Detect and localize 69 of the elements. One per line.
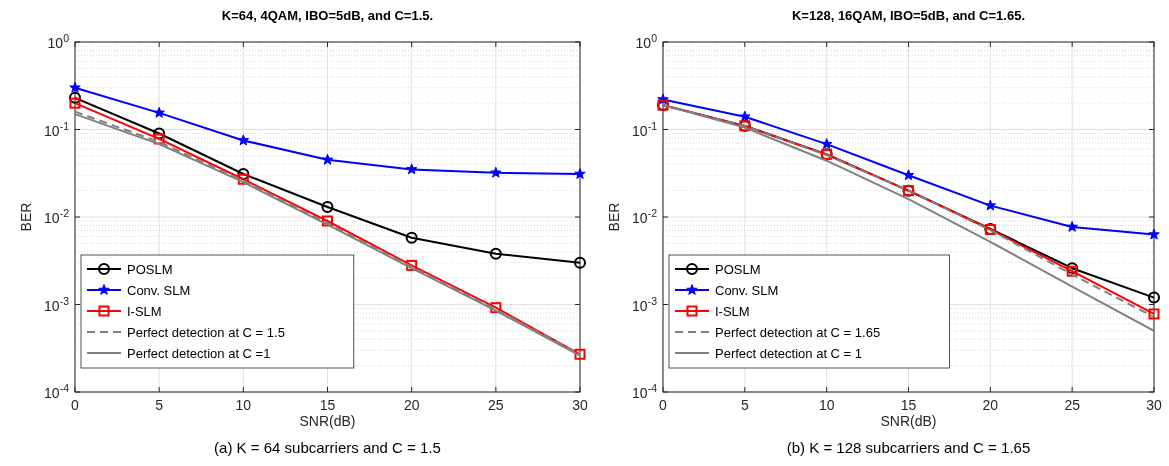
point [1148,228,1160,240]
y-tick-label: 10$^{-1}$ [44,119,70,139]
point [237,168,250,181]
legend-label: Perfect detection at C = 1.5 [127,325,285,340]
point [1066,220,1078,232]
legend-label: I-SLM [715,304,750,319]
x-tick-label: 5 [740,397,749,413]
x-axis-title: SNR(dB) [880,413,937,429]
y-tick-label: 10$^{0}$ [635,32,658,51]
y-tick-label: 10$^{-1}$ [632,119,658,139]
legend-label: Perfect detection at C = 1 [715,346,863,361]
point [69,97,81,109]
point [69,81,81,93]
y-tick-label: 10$^{-2}$ [44,207,70,226]
point [1148,291,1160,304]
point [153,106,165,118]
chart-title: K=64, 4QAM, IBO=5dB, and C=1.5. [221,8,434,23]
point [739,110,751,122]
x-tick-label: 5 [155,397,164,413]
x-tick-label: 30 [572,397,588,413]
y-tick-label: 10$^{-3}$ [632,294,658,314]
point [1148,308,1160,320]
text: (a) K = 64 subcarriers and C = 1.5 [214,439,441,456]
legend-label: Perfect detection at C =1 [127,346,271,361]
point [321,153,334,165]
y-axis-title: BER [606,202,622,232]
point [984,199,997,211]
point [489,247,502,260]
x-tick-label: 15 [900,397,917,413]
point [490,302,502,314]
point [405,163,418,175]
x-tick-label: 30 [1146,397,1162,413]
point [322,215,333,227]
x-axis-title: SNR(dB) [299,413,356,429]
point [153,127,166,140]
legend-label: Conv. SLM [715,283,779,298]
point [902,169,915,181]
x-tick-label: 15 [319,397,336,413]
legend-label: Perfect detection at C = 1.65 [715,325,881,340]
point [574,168,586,179]
x-tick-label: 20 [982,397,999,413]
legend-label: Conv. SLM [127,283,191,298]
y-tick-label: 10$^{-4}$ [632,382,658,401]
y-tick-label: 10$^{-4}$ [44,382,70,401]
legend-label: POSLM [127,262,173,277]
x-tick-label: 10 [235,397,252,413]
x-tick-label: 10 [818,397,835,413]
x-tick-label: 25 [1064,397,1081,413]
x-tick-label: 20 [403,397,420,413]
point [490,166,502,178]
y-axis-title: BER [18,202,34,232]
y-tick-label: 10$^{0}$ [47,32,70,51]
chart-title: K=128, 16QAM, IBO=5dB, and C=1.65. [791,8,1026,23]
point [406,259,418,271]
point [574,348,586,360]
legend-label: I-SLM [127,304,162,319]
y-tick-label: 10$^{-3}$ [44,294,70,314]
x-tick-label: 0 [659,397,668,413]
x-tick-label: 25 [488,397,504,413]
y-tick-label: 10$^{-2}$ [632,207,658,226]
text: (b) K = 128 subcarriers and C = 1.65 [786,439,1031,456]
x-tick-label: 0 [71,397,80,413]
point [153,133,165,145]
point [574,256,586,269]
point [405,231,418,244]
point [237,173,249,185]
point [69,91,81,104]
legend-label: POSLM [715,262,761,277]
point [321,201,334,214]
